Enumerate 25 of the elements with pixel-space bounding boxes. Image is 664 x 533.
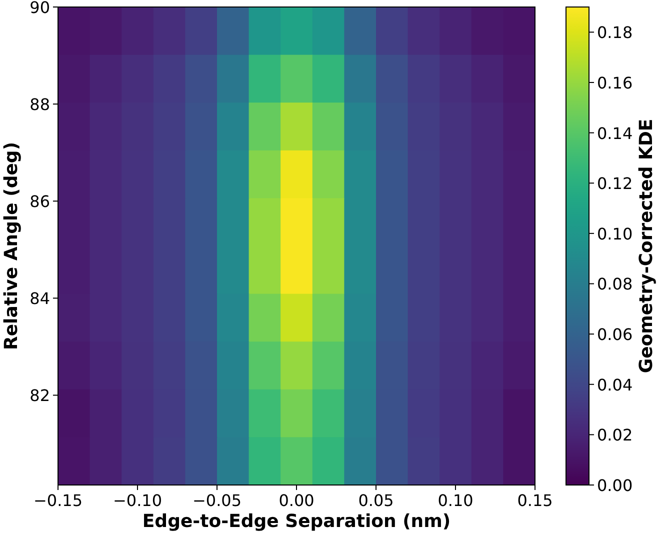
y-tick-label: 86 bbox=[30, 192, 50, 212]
y-tick-label: 84 bbox=[30, 289, 50, 308]
color-bar-label: 0.10 bbox=[597, 224, 633, 244]
x-tick-label: 0.10 bbox=[438, 491, 474, 510]
color-bar-label: 0.12 bbox=[597, 174, 633, 194]
color-bar-label: 0.02 bbox=[597, 426, 633, 445]
y-axis-title: Relative Angle (deg) bbox=[1, 142, 22, 350]
y-tick-label: 82 bbox=[30, 386, 50, 406]
x-tick-label: −0.15 bbox=[33, 491, 83, 510]
y-tick-label: 88 bbox=[30, 95, 50, 114]
color-bar-title: Geometry-Corrected KDE bbox=[636, 118, 657, 374]
x-axis-title: Edge-to-Edge Separation (nm) bbox=[142, 511, 451, 532]
y-tick-label: 90 bbox=[30, 0, 50, 17]
color-bar-label: 0.06 bbox=[597, 325, 633, 344]
x-tick-label: −0.05 bbox=[192, 491, 242, 510]
x-tick-label: −0.10 bbox=[112, 491, 162, 510]
color-bar-label: 0.08 bbox=[597, 274, 633, 294]
color-bar-label: 0.18 bbox=[597, 23, 633, 42]
color-bar-label: 0.00 bbox=[597, 476, 633, 495]
x-tick-label: 0.00 bbox=[278, 491, 314, 510]
x-tick-label: 0.15 bbox=[517, 491, 553, 510]
color-bar-label: 0.16 bbox=[597, 73, 633, 92]
color-bar-label: 0.04 bbox=[597, 375, 633, 394]
x-tick-label: 0.05 bbox=[358, 491, 394, 510]
color-bar-label: 0.14 bbox=[597, 124, 633, 143]
